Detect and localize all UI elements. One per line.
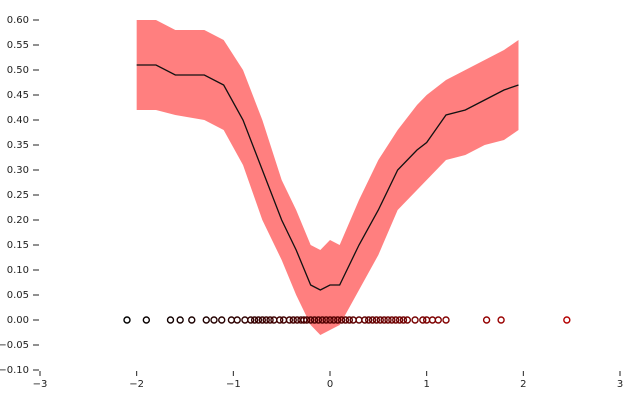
- point: [372, 316, 381, 324]
- line: [136, 64, 519, 291]
- point: [142, 316, 151, 324]
- y-tick-label: 0.15: [7, 240, 29, 251]
- y-tick-label: −0.05: [0, 340, 29, 351]
- point: [482, 316, 491, 324]
- point: [270, 316, 278, 324]
- y-tick-label: 0.50: [7, 65, 29, 76]
- point: [266, 316, 274, 324]
- y-tick-label: 0.40: [7, 115, 29, 126]
- point: [218, 316, 226, 324]
- point: [306, 316, 315, 324]
- point: [368, 316, 377, 324]
- point: [388, 316, 396, 324]
- point: [300, 316, 308, 324]
- confidence-band: [136, 20, 519, 335]
- y-tick-label: 0.00: [7, 315, 29, 326]
- point: [422, 316, 431, 324]
- point: [310, 316, 319, 324]
- point: [497, 316, 505, 324]
- y-tick-label: 0.20: [7, 215, 29, 226]
- point: [326, 316, 334, 324]
- x-tick-label: −2: [129, 379, 144, 390]
- y-tick-label: 0.05: [7, 290, 29, 301]
- point: [384, 316, 392, 324]
- x-tick-label: 1: [423, 379, 429, 390]
- point: [318, 316, 326, 324]
- point: [345, 316, 354, 324]
- point: [376, 316, 384, 324]
- y-tick-label: 0.35: [7, 140, 29, 151]
- point: [293, 316, 301, 324]
- point: [254, 316, 263, 324]
- point: [322, 316, 330, 324]
- point: [276, 316, 284, 324]
- point: [364, 316, 373, 324]
- point: [380, 316, 388, 324]
- point: [233, 316, 241, 324]
- point: [176, 316, 184, 324]
- point: [166, 316, 175, 324]
- point: [202, 316, 210, 324]
- point: [330, 316, 338, 324]
- point: [289, 316, 297, 324]
- y-tick-label: 0.60: [7, 15, 29, 26]
- x-tick-label: −1: [226, 379, 241, 390]
- point: [258, 316, 267, 324]
- y-tick-label: 0.10: [7, 265, 29, 276]
- point: [285, 316, 294, 324]
- point: [563, 316, 571, 324]
- y-tick-label: 0.55: [7, 40, 29, 51]
- y-tick-label: 0.45: [7, 90, 29, 101]
- point: [337, 316, 346, 324]
- point: [188, 316, 196, 324]
- point: [262, 316, 270, 324]
- x-tick-label: −3: [33, 379, 48, 390]
- point: [247, 316, 255, 324]
- point: [210, 316, 218, 324]
- x-tick-label: 3: [617, 379, 623, 390]
- y-tick-label: −0.10: [0, 365, 29, 376]
- point: [399, 316, 408, 324]
- point: [303, 316, 311, 324]
- point: [395, 316, 404, 324]
- point: [341, 316, 350, 324]
- point: [123, 316, 131, 324]
- point: [411, 316, 419, 324]
- x-tick-label: 0: [327, 379, 333, 390]
- x-tick-label: 2: [520, 379, 526, 390]
- point: [419, 316, 427, 324]
- point: [434, 316, 442, 324]
- point: [361, 316, 369, 324]
- point: [403, 316, 412, 324]
- y-tick-label: 0.25: [7, 190, 29, 201]
- y-tick-label: 0.30: [7, 165, 29, 176]
- point: [250, 316, 259, 324]
- point: [392, 316, 400, 324]
- point: [314, 316, 323, 324]
- point: [442, 316, 450, 324]
- point: [334, 316, 342, 324]
